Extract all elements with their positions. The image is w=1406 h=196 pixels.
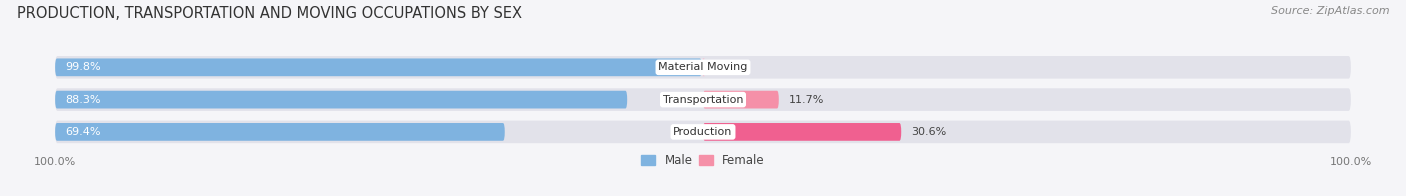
Text: 69.4%: 69.4% bbox=[65, 127, 100, 137]
Text: 11.7%: 11.7% bbox=[789, 95, 824, 105]
Text: 88.3%: 88.3% bbox=[65, 95, 100, 105]
Legend: Male, Female: Male, Female bbox=[641, 154, 765, 167]
Text: PRODUCTION, TRANSPORTATION AND MOVING OCCUPATIONS BY SEX: PRODUCTION, TRANSPORTATION AND MOVING OC… bbox=[17, 6, 522, 21]
Text: Source: ZipAtlas.com: Source: ZipAtlas.com bbox=[1271, 6, 1389, 16]
FancyBboxPatch shape bbox=[55, 56, 1351, 79]
FancyBboxPatch shape bbox=[703, 91, 779, 109]
Text: 99.8%: 99.8% bbox=[65, 62, 100, 72]
FancyBboxPatch shape bbox=[55, 121, 1351, 143]
FancyBboxPatch shape bbox=[55, 123, 505, 141]
Text: Transportation: Transportation bbox=[662, 95, 744, 105]
Text: Material Moving: Material Moving bbox=[658, 62, 748, 72]
FancyBboxPatch shape bbox=[703, 123, 901, 141]
FancyBboxPatch shape bbox=[703, 58, 704, 76]
FancyBboxPatch shape bbox=[55, 88, 1351, 111]
FancyBboxPatch shape bbox=[55, 91, 627, 109]
FancyBboxPatch shape bbox=[55, 58, 702, 76]
Text: 30.6%: 30.6% bbox=[911, 127, 946, 137]
Text: 0.19%: 0.19% bbox=[714, 62, 749, 72]
Text: Production: Production bbox=[673, 127, 733, 137]
